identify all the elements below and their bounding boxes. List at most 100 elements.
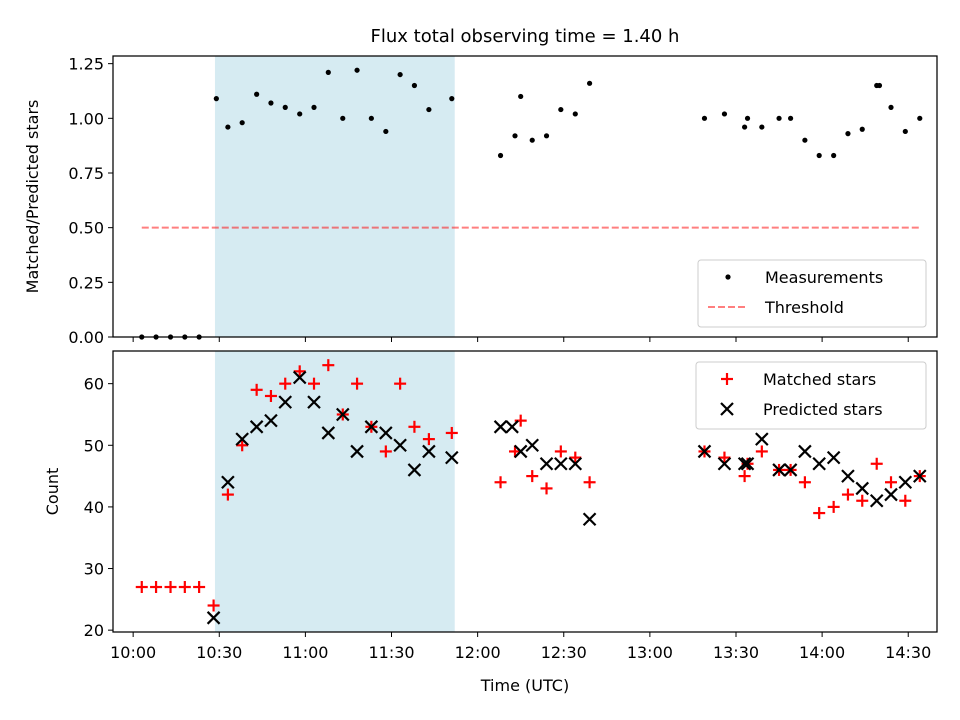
predicted-star-point bbox=[249, 420, 264, 434]
x-tick-label: 10:30 bbox=[196, 643, 242, 662]
matched-star-point bbox=[135, 581, 148, 594]
matched-star-point bbox=[583, 476, 596, 489]
predicted-star-point bbox=[798, 444, 812, 459]
matched-star-point bbox=[885, 476, 898, 489]
x-tick-label: 14:00 bbox=[799, 643, 845, 662]
predicted-star-point bbox=[812, 456, 826, 471]
predicted-star-point bbox=[422, 444, 436, 459]
matched-star-point bbox=[554, 445, 567, 458]
matched-star-point bbox=[351, 377, 364, 390]
predicted-star-point bbox=[869, 493, 884, 508]
predicted-star-point bbox=[206, 611, 221, 625]
measurement-point bbox=[902, 128, 908, 135]
y-tick-label: 40 bbox=[84, 498, 104, 517]
matched-star-point bbox=[494, 476, 507, 489]
predicted-star-point bbox=[264, 413, 278, 428]
measurement-point bbox=[744, 115, 751, 121]
predicted-star-point bbox=[841, 469, 855, 483]
matched-star-point bbox=[718, 451, 731, 464]
predicted-star-point bbox=[898, 475, 913, 490]
count-x-ticks: 10:00 10:30 11:00 11:30 12:00 12:30 13:00 13:30… bbox=[110, 632, 931, 662]
x-tick-label: 10:00 bbox=[110, 643, 156, 662]
measurement-point bbox=[213, 96, 219, 102]
ratio-panel: 0.00 0.25 0.50 0.75 1.00 1.25 Matched/Predict… bbox=[23, 55, 938, 347]
chart-title: Flux total observing time = 1.40 h bbox=[371, 26, 680, 47]
count-panel-frame bbox=[112, 350, 938, 633]
measurement-point bbox=[340, 115, 346, 121]
measurement-point bbox=[512, 133, 518, 139]
y-tick-label: 0.75 bbox=[68, 164, 104, 183]
matched-star-point bbox=[322, 359, 335, 372]
x-tick-label: 11:30 bbox=[368, 643, 414, 662]
predicted-star-point bbox=[445, 450, 459, 465]
ratio-y-axis-label: Matched/Predicted stars bbox=[23, 100, 42, 294]
y-tick-label: 30 bbox=[84, 560, 104, 579]
matched-star-point bbox=[509, 445, 522, 458]
legend-matched-label: Matched stars bbox=[763, 370, 876, 389]
highlight-span-bottom bbox=[214, 351, 455, 632]
legend-predicted-marker bbox=[720, 402, 734, 416]
matched-star-point bbox=[569, 451, 582, 464]
measurement-point bbox=[383, 128, 389, 135]
matched-star-point bbox=[193, 581, 206, 594]
measurement-point bbox=[325, 69, 331, 76]
predicted-star-point bbox=[505, 420, 519, 434]
highlight-span-top bbox=[214, 56, 455, 337]
measurement-point bbox=[845, 131, 851, 137]
predicted-star-point bbox=[350, 444, 364, 459]
predicted-star-point bbox=[568, 456, 583, 471]
measurement-point bbox=[282, 104, 288, 110]
matched-star-point bbox=[236, 439, 249, 452]
count-y-axis-label: Count bbox=[43, 468, 62, 516]
measurement-point bbox=[543, 133, 550, 139]
legend-measurements-marker bbox=[725, 274, 731, 280]
measurement-point bbox=[411, 82, 418, 89]
predicted-star-point bbox=[717, 456, 732, 471]
matched-star-point bbox=[813, 507, 826, 520]
matched-star-point bbox=[279, 377, 292, 390]
y-tick-label: 1.00 bbox=[68, 109, 104, 128]
matched-star-point bbox=[308, 377, 321, 390]
matched-star-point bbox=[755, 445, 768, 458]
predicted-star-point bbox=[393, 438, 407, 453]
ratio-panel-frame bbox=[112, 55, 938, 338]
predicted-star-point bbox=[582, 512, 597, 527]
predicted-star-point bbox=[493, 420, 508, 434]
predicted-star-point bbox=[364, 420, 379, 434]
count-series-group bbox=[135, 359, 927, 625]
matched-star-point bbox=[738, 470, 751, 483]
measurement-point bbox=[518, 93, 524, 100]
ratio-y-ticks: 0.00 0.25 0.50 0.75 1.00 1.25 bbox=[68, 55, 113, 347]
matched-star-point bbox=[798, 476, 811, 489]
predicted-star-point bbox=[884, 487, 898, 502]
predicted-star-point bbox=[912, 469, 927, 483]
count-y-ticks: 20 30 40 50 60 bbox=[84, 375, 113, 640]
measurement-point bbox=[787, 115, 794, 121]
legend-predicted-label: Predicted stars bbox=[763, 400, 883, 419]
count-legend: Matched stars Predicted stars bbox=[695, 361, 927, 430]
predicted-star-point bbox=[772, 463, 786, 477]
measurement-point bbox=[859, 126, 865, 132]
x-tick-label: 12:30 bbox=[541, 643, 587, 662]
predicted-star-point bbox=[554, 456, 568, 471]
predicted-star-point bbox=[513, 444, 528, 459]
y-tick-label: 20 bbox=[84, 621, 104, 640]
x-tick-label: 11:00 bbox=[282, 643, 328, 662]
predicted-star-point bbox=[379, 426, 393, 440]
measurement-point bbox=[831, 152, 837, 159]
measurement-point bbox=[572, 111, 578, 117]
matched-star-point bbox=[422, 433, 435, 446]
measurement-point bbox=[888, 104, 894, 110]
ratio-series-group bbox=[139, 67, 923, 340]
measurement-point bbox=[721, 111, 728, 117]
legend-measurements-label: Measurements bbox=[765, 268, 883, 287]
measurement-point bbox=[268, 100, 274, 106]
x-tick-label: 14:30 bbox=[885, 643, 931, 662]
matched-star-point bbox=[899, 494, 912, 507]
measurement-point bbox=[776, 115, 782, 121]
count-legend-box bbox=[695, 361, 927, 430]
predicted-star-point bbox=[737, 456, 752, 471]
measurement-point bbox=[529, 137, 535, 143]
